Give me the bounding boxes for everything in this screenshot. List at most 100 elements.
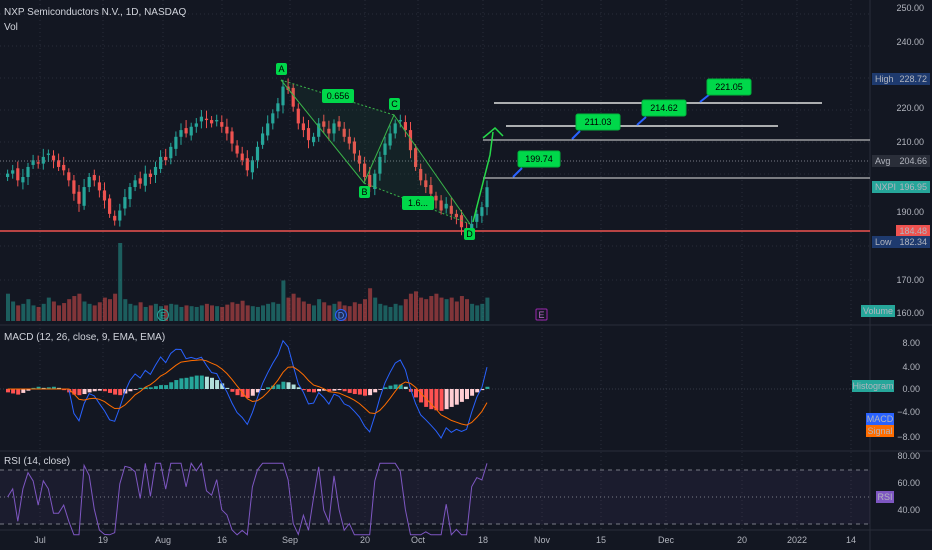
candle-body	[153, 166, 158, 175]
svg-text:Jul: Jul	[34, 535, 46, 545]
candle-body	[393, 123, 397, 134]
macd-bar	[363, 389, 367, 396]
candle-body	[306, 128, 311, 141]
svg-text:1.6...: 1.6...	[408, 198, 428, 208]
macd-legend[interactable]: MACD (12, 26, close, 9, EMA, EMA)	[4, 332, 165, 343]
rsi-legend[interactable]: RSI (14, close)	[4, 456, 70, 467]
volume-bar	[108, 299, 112, 321]
vol-legend[interactable]: Vol	[4, 22, 18, 33]
candle-body	[317, 123, 321, 137]
chart-title[interactable]: NXP Semiconductors N.V., 1D, NASDAQ	[4, 7, 187, 18]
target-callout-221[interactable]: 221.05	[699, 78, 752, 103]
time-axis[interactable]: Jul 19 Aug 16 Sep 20 Oct 18 Nov 15 Dec 2…	[34, 535, 856, 545]
point-label-b[interactable]: B	[359, 186, 370, 198]
svg-text:NXPI: NXPI	[875, 182, 896, 192]
macd-bar	[26, 389, 31, 391]
earnings-marker-1[interactable]: E	[157, 309, 169, 321]
volume-tag: Volume	[861, 305, 895, 317]
volume-bar	[128, 303, 133, 321]
candle-body	[215, 120, 219, 122]
ratio-label-ac[interactable]: 0.656	[322, 89, 354, 103]
candle-body	[210, 120, 214, 124]
volume-bar	[138, 302, 143, 321]
candle-body	[169, 146, 173, 159]
macd-bar	[133, 389, 138, 390]
volume-bar	[485, 297, 490, 321]
candle-body	[36, 162, 40, 164]
svg-text:14: 14	[846, 535, 856, 545]
point-label-a[interactable]: A	[276, 63, 287, 75]
svg-text:228.72: 228.72	[899, 74, 927, 84]
volume-bar	[368, 288, 373, 321]
candle-body	[87, 177, 91, 188]
volume-bar	[393, 303, 398, 321]
candle-body	[174, 136, 178, 149]
ratio-label-bd[interactable]: 1.6...	[402, 196, 434, 210]
signal-line[interactable]	[7, 359, 488, 426]
macd-bar	[286, 382, 291, 389]
candle-body	[378, 156, 382, 174]
dividend-marker[interactable]: D	[335, 309, 347, 321]
svg-text:Histogram: Histogram	[852, 381, 893, 391]
volume-bar	[271, 302, 276, 321]
volume-bar	[36, 306, 41, 321]
candle-body	[148, 173, 152, 177]
macd-bar	[225, 387, 230, 389]
candle-body	[46, 153, 50, 155]
macd-bar	[159, 385, 163, 389]
macd-bar	[485, 386, 490, 389]
macd-bar	[199, 375, 204, 389]
volume-bar	[72, 296, 77, 321]
target-callout-211[interactable]: 211.03	[571, 113, 621, 140]
svg-text:19: 19	[98, 535, 108, 545]
target-callout-199[interactable]: 199.74	[512, 150, 561, 178]
macd-bar	[82, 389, 87, 395]
macd-histogram	[6, 375, 490, 411]
candle-body	[332, 123, 336, 134]
macd-bar	[118, 389, 123, 396]
volume-bar	[215, 306, 220, 321]
macd-bar	[368, 389, 373, 396]
candle-body	[276, 103, 280, 112]
candle-body	[159, 156, 163, 169]
rsi-axis[interactable]: 80.00 60.00 40.00	[897, 451, 920, 515]
price-axis[interactable]: 250.00 240.00 220.00 210.00 190.00 170.0…	[896, 3, 924, 318]
projection-arrow[interactable]	[472, 126, 504, 223]
volume-bar	[276, 303, 281, 321]
candle-body	[21, 177, 25, 183]
candle-body	[429, 185, 433, 194]
volume-bar	[373, 297, 378, 321]
support-price-tag: 184.48	[896, 225, 930, 237]
svg-text:20: 20	[360, 535, 370, 545]
candle-body	[255, 146, 260, 161]
volume-bar	[159, 306, 163, 321]
macd-bar	[444, 389, 449, 410]
candle-body	[485, 187, 489, 208]
macd-bar	[454, 389, 459, 405]
target-callout-214[interactable]: 214.62	[636, 99, 687, 126]
volume-bar	[255, 306, 260, 321]
volume-bar	[465, 299, 469, 321]
harmonic-pattern[interactable]	[280, 79, 471, 225]
point-label-c[interactable]: C	[389, 98, 400, 110]
volume-bar	[347, 306, 352, 321]
volume-bar	[11, 301, 16, 321]
macd-bar	[97, 389, 102, 391]
macd-line[interactable]	[7, 339, 488, 439]
candle-body	[108, 198, 112, 214]
volume-bar	[113, 293, 118, 321]
macd-bar	[194, 375, 199, 389]
volume-bar	[87, 303, 92, 321]
rsi-line[interactable]	[7, 462, 488, 536]
earnings-marker-2[interactable]: E	[535, 308, 548, 321]
point-label-d[interactable]: D	[464, 228, 475, 240]
candle-body	[164, 156, 168, 161]
macd-axis[interactable]: 8.00 4.00 0.00 −4.00 −8.00	[897, 338, 920, 442]
volume-bar	[153, 303, 158, 321]
macd-bar	[138, 387, 143, 389]
macd-bar	[403, 386, 408, 389]
volume-bar	[444, 299, 449, 321]
candle-body	[184, 128, 188, 134]
macd-bar	[398, 384, 403, 389]
